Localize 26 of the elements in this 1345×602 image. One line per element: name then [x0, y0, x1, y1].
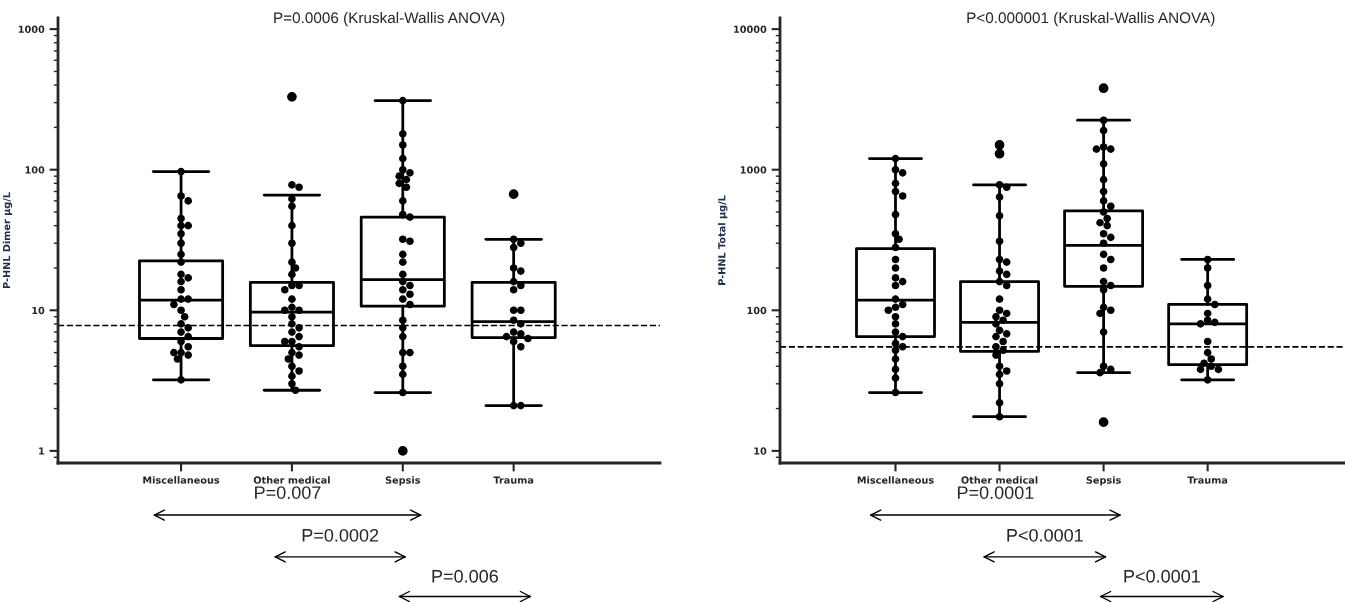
y-tick-label: 100: [25, 166, 45, 174]
y-axis-title: P-HNL Dimer μg/L: [2, 192, 13, 289]
text: P<0.0001: [1007, 528, 1083, 542]
x-tick-label: Trauma: [1187, 476, 1228, 484]
text: P=0.0001: [957, 486, 1034, 499]
y-tick-label: 1: [39, 447, 45, 455]
chart-title: P=0.0006 (Kruskal-Wallis ANOVA): [274, 11, 505, 27]
y-tick-label: 10: [754, 447, 767, 455]
y-tick-label: 1000: [18, 25, 45, 33]
x-tick-label: Trauma: [493, 476, 534, 484]
y-tick-label: 1000: [740, 166, 767, 174]
x-tick-label: Miscellaneous: [143, 476, 220, 484]
y-tick-label: 10000: [734, 25, 767, 33]
x-tick-label: Other medical: [961, 476, 1038, 484]
text: P<0.0001: [1124, 569, 1200, 583]
text: P=0.006: [432, 569, 498, 583]
x-tick-label: Other medical: [253, 476, 330, 484]
y-tick-label: 100: [747, 306, 767, 315]
x-tick-label: Sepsis: [385, 476, 421, 486]
x-tick-label: Miscellaneous: [857, 476, 934, 484]
text: P=0.007: [255, 486, 321, 499]
x-tick-label: Sepsis: [1086, 476, 1121, 486]
chart-title: P<0.000001 (Kruskal-Wallis ANOVA): [967, 11, 1215, 27]
y-axis-title: P-HNL Total μg/L: [717, 195, 728, 285]
text: P=0.0002: [302, 528, 379, 542]
y-tick-label: 10: [32, 306, 45, 315]
